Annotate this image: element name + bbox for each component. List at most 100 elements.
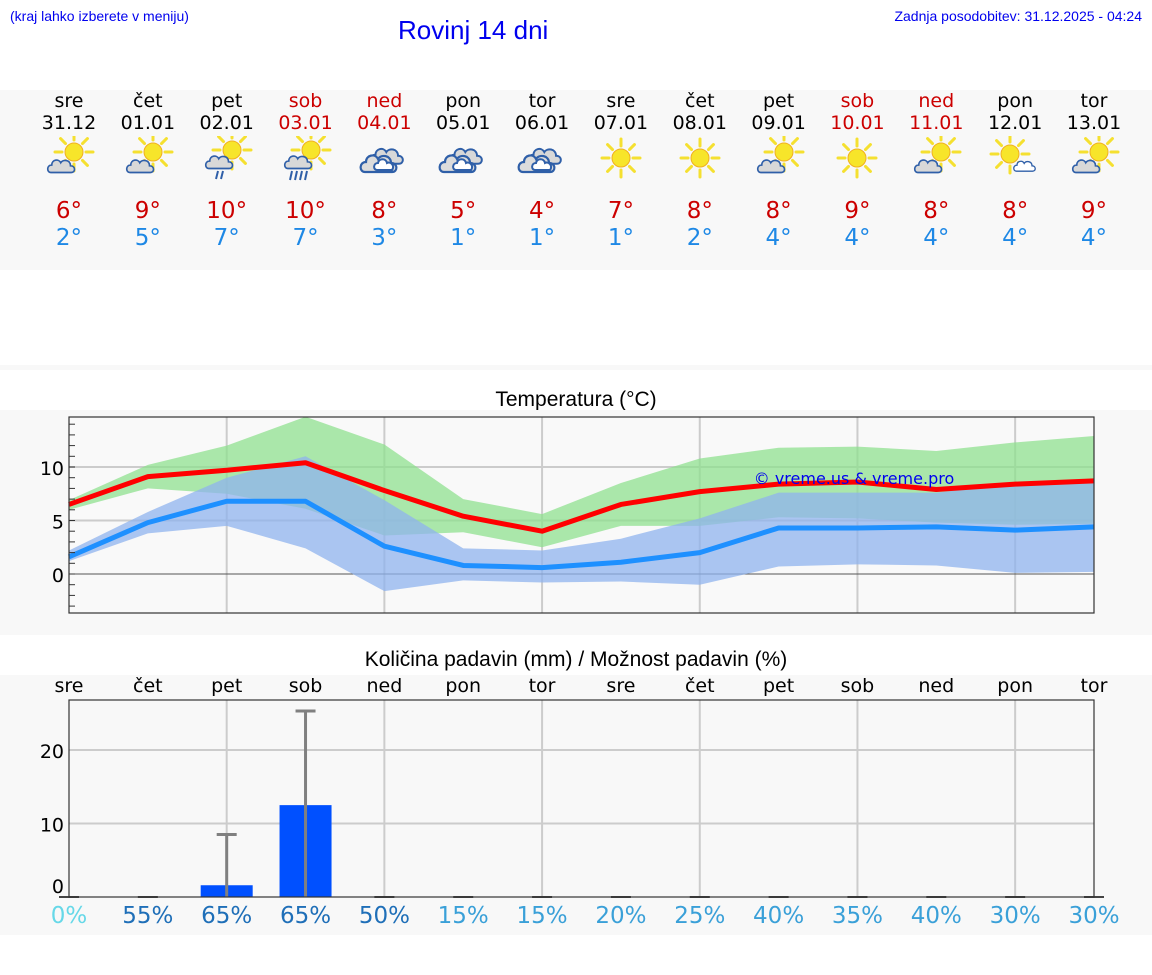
temperature-chart: 0 5 10 © vreme.us & vreme.pro <box>40 416 1095 614</box>
day-column: ned 04.01 8° 3° <box>339 90 429 252</box>
day-name: sob <box>840 90 875 112</box>
precip-day-label: ned <box>366 675 403 697</box>
precip-probability: 0% <box>50 903 88 929</box>
day-date: 11.01 <box>909 112 964 134</box>
precip-day-label: pon <box>445 675 482 697</box>
min-temp: 5° <box>134 225 161 251</box>
day-name: sob <box>288 90 323 112</box>
precip-probability: 15% <box>516 903 568 929</box>
day-name: ned <box>366 90 403 112</box>
precip-day-label: čet <box>133 675 163 697</box>
day-date: 09.01 <box>751 112 806 134</box>
overcast-icon <box>418 136 508 182</box>
precip-day-label: čet <box>684 675 715 697</box>
precip-day-label: pon <box>997 675 1033 697</box>
day-name: pon <box>997 90 1033 112</box>
day-date: 02.01 <box>199 112 254 134</box>
day-column: sre 07.01 7° 1° <box>576 90 666 252</box>
svg-text:0: 0 <box>52 876 64 898</box>
day-date: 06.01 <box>514 112 570 134</box>
day-name: tor <box>528 90 556 112</box>
day-date: 03.01 <box>278 112 333 134</box>
last-update: Zadnja posodobitev: 31.12.2025 - 04:24 <box>894 8 1142 24</box>
max-temp: 6° <box>55 198 83 224</box>
svg-text:10: 10 <box>40 815 64 837</box>
day-column: čet 01.01 9° 5° <box>103 90 193 252</box>
watermark: © vreme.us & vreme.pro <box>754 469 955 488</box>
sunny-icon <box>655 136 745 182</box>
precip-probability: 35% <box>831 903 884 929</box>
day-name: sre <box>606 90 636 112</box>
min-temp: 4° <box>765 225 792 251</box>
day-column: sob 03.01 10° 7° <box>261 90 351 252</box>
min-temp: 1° <box>528 225 556 251</box>
max-temp: 8° <box>765 198 792 224</box>
separator <box>0 365 1152 370</box>
day-column: pon 05.01 5° 1° <box>418 90 508 252</box>
min-temp: 4° <box>923 225 950 251</box>
precipitation-chart: 0 10 20 <box>40 699 1104 898</box>
partly-cloudy-icon <box>734 136 824 182</box>
precip-probability: 50% <box>358 903 410 929</box>
min-temp: 4° <box>844 225 871 251</box>
partly-cloudy-icon <box>1049 136 1139 182</box>
day-column: pon 12.01 8° 4° <box>970 90 1060 252</box>
max-temp: 8° <box>923 198 950 224</box>
day-date: 31.12 <box>41 112 97 134</box>
day-column: pet 02.01 10° 7° <box>182 90 272 252</box>
overcast-icon <box>497 136 587 182</box>
day-name: tor <box>1080 90 1108 112</box>
day-name: ned <box>918 90 955 112</box>
precip-day-label: pet <box>763 675 795 697</box>
precip-probability: 30% <box>1068 903 1120 929</box>
temperature-chart-panel: 0 5 10 © vreme.us & vreme.pro <box>0 410 1152 635</box>
max-temp: 8° <box>686 198 713 224</box>
precip-day-label: sre <box>606 675 636 697</box>
temperature-chart-title: Temperatura (°C) <box>495 388 657 411</box>
partly-cloudy-icon <box>891 136 981 182</box>
max-temp: 4° <box>528 198 556 224</box>
svg-text:20: 20 <box>40 741 64 763</box>
max-temp: 9° <box>134 198 161 224</box>
max-temp: 8° <box>371 198 398 224</box>
min-temp: 2° <box>686 225 713 251</box>
min-temp: 3° <box>371 225 398 251</box>
max-temp: 8° <box>1002 198 1029 224</box>
y-tick-label: 5 <box>52 512 64 534</box>
day-name: pon <box>445 90 482 112</box>
day-date: 12.01 <box>987 112 1043 134</box>
mostly-sunny-icon <box>970 136 1060 182</box>
precip-probability: 55% <box>122 903 174 929</box>
precip-day-label: ned <box>918 675 955 697</box>
precip-day-label: sob <box>840 675 875 697</box>
min-temp: 7° <box>213 225 240 251</box>
day-column: čet 08.01 8° 2° <box>655 90 745 252</box>
location-hint-link[interactable]: (kraj lahko izberete v meniju) <box>10 8 189 24</box>
partly-cloudy-rain-icon <box>261 136 351 182</box>
max-temp: 9° <box>1080 198 1108 224</box>
sunny-icon <box>812 136 902 182</box>
precip-day-label: tor <box>1080 675 1108 697</box>
daily-forecast-strip: sre 31.12 6° 2° čet 01.01 9° 5° pet 02.01 10° 7°… <box>0 90 1152 270</box>
precipitation-chart-panel <box>0 675 1152 935</box>
page-title: Rovinj 14 dni <box>398 15 549 45</box>
partly-cloudy-icon <box>103 136 193 182</box>
max-temp: 7° <box>607 198 634 224</box>
day-name: sre <box>54 90 84 112</box>
day-date: 01.01 <box>120 112 176 134</box>
max-temp: 9° <box>844 198 871 224</box>
max-temp: 5° <box>450 198 477 224</box>
precip-probability: 40% <box>910 903 962 929</box>
day-date: 07.01 <box>593 112 649 134</box>
y-tick-label: 0 <box>52 565 64 587</box>
precip-probability: 65% <box>279 903 332 929</box>
precip-day-label: tor <box>528 675 556 697</box>
min-temp: 1° <box>607 225 634 251</box>
partly-cloudy-light-rain-icon <box>182 136 272 182</box>
min-temp: 7° <box>292 225 319 251</box>
min-temp: 4° <box>1002 225 1029 251</box>
min-temp: 2° <box>55 225 83 251</box>
day-column: tor 13.01 9° 4° <box>1049 90 1139 252</box>
precip-probability: 20% <box>595 903 647 929</box>
precip-day-label: sre <box>54 675 84 697</box>
